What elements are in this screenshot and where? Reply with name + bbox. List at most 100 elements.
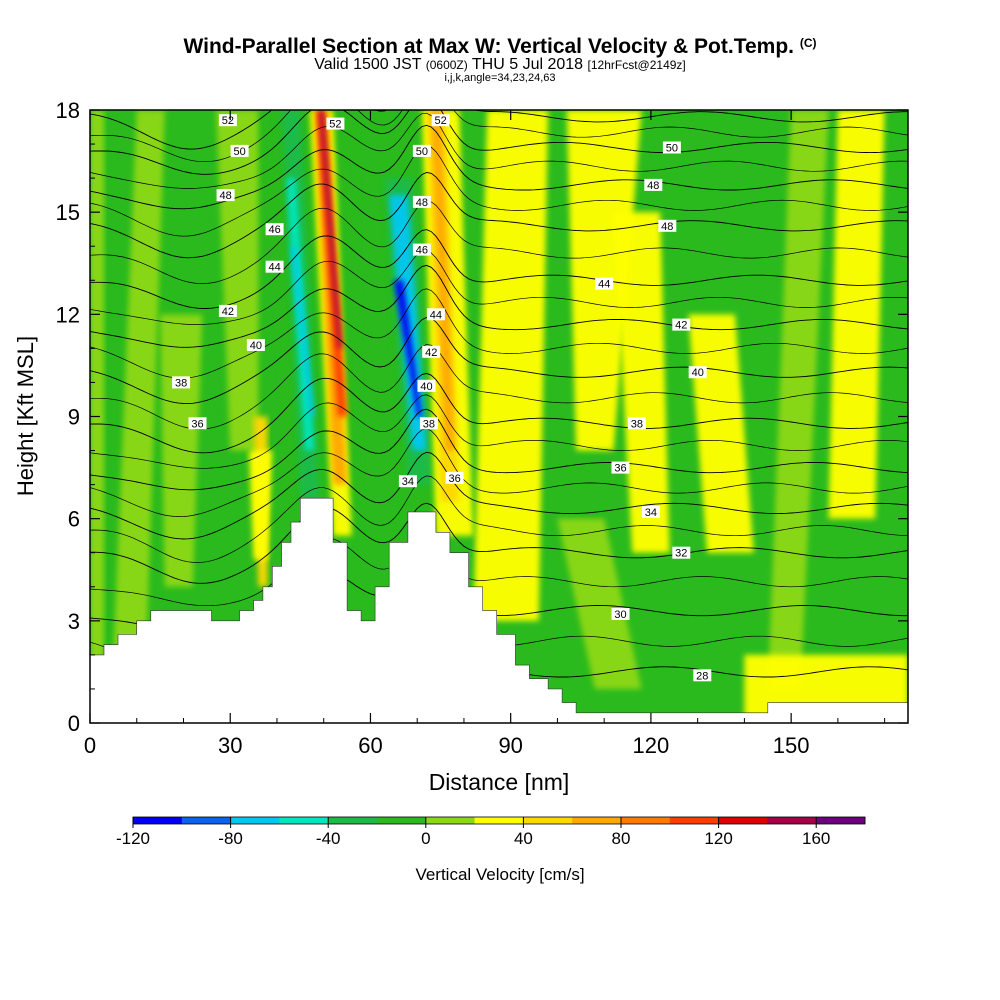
contour-label-text: 34 xyxy=(402,476,414,488)
contour-label-bg xyxy=(246,339,265,351)
contour-label-text: 40 xyxy=(692,367,704,379)
contour-label-bg xyxy=(218,304,237,317)
colorbar-swatch-9 xyxy=(572,817,622,824)
contour-label-14: 44 xyxy=(426,308,445,321)
contour-label-bg xyxy=(417,379,436,392)
isentrope-52 xyxy=(90,110,908,150)
velocity-band-18 xyxy=(393,280,422,417)
velocity-band-24 xyxy=(613,212,670,553)
isentrope-37 xyxy=(90,394,908,469)
colorbar-swatch-7 xyxy=(474,817,524,824)
isentrope-50 xyxy=(90,110,908,175)
colorbar-swatch-8 xyxy=(523,817,573,824)
contour-label-0: 52 xyxy=(218,114,237,127)
contour-label-20: 50 xyxy=(662,141,681,155)
velocity-band-25 xyxy=(767,110,829,689)
contour-label-text: 48 xyxy=(219,190,231,202)
chart-subtitle: Valid 1500 JST (0600Z) THU 5 Jul 2018 [1… xyxy=(0,57,1000,73)
contour-label-9: 52 xyxy=(326,117,345,131)
valid-time: Valid 1500 JST xyxy=(314,56,422,73)
isentrope-32 xyxy=(90,502,908,584)
valid-date: THU 5 Jul 2018 xyxy=(471,56,584,73)
y-tick-label: 9 xyxy=(68,405,80,430)
velocity-band-28 xyxy=(557,518,642,689)
contour-label-text: 44 xyxy=(268,262,280,274)
isentrope-45 xyxy=(90,200,908,284)
x-tick-label: 60 xyxy=(358,733,382,758)
velocity-band-1 xyxy=(113,110,165,655)
colorbar-swatch-2 xyxy=(230,817,280,824)
isentrope-46 xyxy=(90,172,908,259)
contour-label-11: 50 xyxy=(412,144,431,158)
isentrope-42 xyxy=(90,264,908,348)
colorbar-swatch-3 xyxy=(279,817,329,824)
x-axis-label: Distance [nm] xyxy=(429,769,570,795)
isentrope-31 xyxy=(90,531,908,607)
isentrope-43 xyxy=(90,250,908,325)
title-text: Wind-Parallel Section at Max W: Vertical… xyxy=(183,35,794,58)
contour-label-text: 50 xyxy=(233,146,245,158)
contour-label-text: 52 xyxy=(222,115,234,127)
contour-label-bg xyxy=(216,189,235,202)
velocity-band-9 xyxy=(248,450,273,560)
isentrope-35 xyxy=(90,428,908,517)
colorbar-swatch-10 xyxy=(621,817,671,824)
colorbar-swatch-12 xyxy=(718,817,768,824)
colorbar-tick-label: 80 xyxy=(612,829,631,848)
colorbar-tick-label: 160 xyxy=(802,829,830,848)
valid-utc: (0600Z) xyxy=(425,58,468,72)
x-tick-label: 30 xyxy=(218,733,242,758)
colorbar-tick-label: 0 xyxy=(421,829,430,848)
colorbar-swatch-4 xyxy=(328,817,378,824)
contour-label-bg xyxy=(412,195,431,208)
contour-label-text: 48 xyxy=(647,180,659,192)
contour-label-bg xyxy=(627,417,646,430)
y-tick-label: 15 xyxy=(56,200,80,225)
contour-label-bg xyxy=(188,417,207,430)
contour-label-16: 40 xyxy=(417,379,436,393)
isentrope-33 xyxy=(90,475,908,563)
contour-label-text: 42 xyxy=(222,306,234,318)
contour-label-text: 28 xyxy=(696,670,708,682)
plot-area: 52 50 48 46 44 42 40 38 36 52 52 50 48 46 44 42 40 38 36 34… xyxy=(90,110,908,723)
contour-label-25: 40 xyxy=(688,366,707,379)
contour-label-text: 38 xyxy=(175,377,187,389)
forecast-info: [12hrFcst@2149z] xyxy=(587,58,686,72)
contour-label-5: 42 xyxy=(218,304,237,318)
colorbar-tick-label: 120 xyxy=(704,829,732,848)
contour-label-text: 46 xyxy=(268,224,280,236)
terrain-mask xyxy=(90,498,908,723)
isentrope-40 xyxy=(90,317,908,405)
contour-label-1: 50 xyxy=(230,144,249,158)
isentrope-41 xyxy=(90,288,908,379)
colorbar-tick-label: -80 xyxy=(218,829,243,848)
contour-label-text: 36 xyxy=(448,473,460,485)
contour-label-22: 48 xyxy=(658,219,677,233)
y-tick-label: 12 xyxy=(56,302,80,327)
contour-label-bg xyxy=(595,277,614,290)
contour-label-18: 36 xyxy=(445,471,464,485)
velocity-band-3 xyxy=(160,314,203,587)
contour-label-bg xyxy=(445,471,464,484)
velocity-band-7 xyxy=(290,246,315,417)
contour-label-bg xyxy=(326,117,345,130)
contour-label-text: 34 xyxy=(645,507,657,519)
contour-label-3: 46 xyxy=(265,223,284,236)
contour-label-bg xyxy=(426,308,445,321)
contour-label-bg xyxy=(265,223,284,236)
contour-label-text: 36 xyxy=(614,463,626,475)
contour-label-bg xyxy=(431,114,450,127)
contour-label-text: 38 xyxy=(631,418,643,430)
isentrope-47 xyxy=(90,145,908,237)
x-tick-label: 90 xyxy=(498,733,522,758)
contour-label-7: 38 xyxy=(172,376,191,389)
contour-label-28: 34 xyxy=(641,505,660,519)
contour-label-bg xyxy=(672,318,691,331)
contour-label-2: 48 xyxy=(216,189,235,202)
contour-label-21: 48 xyxy=(644,178,663,192)
contour-label-8: 36 xyxy=(188,417,207,430)
isentrope-51 xyxy=(90,110,908,163)
contour-label-text: 50 xyxy=(666,143,678,155)
contour-label-text: 46 xyxy=(416,245,428,257)
colorbar-swatch-11 xyxy=(669,817,720,824)
